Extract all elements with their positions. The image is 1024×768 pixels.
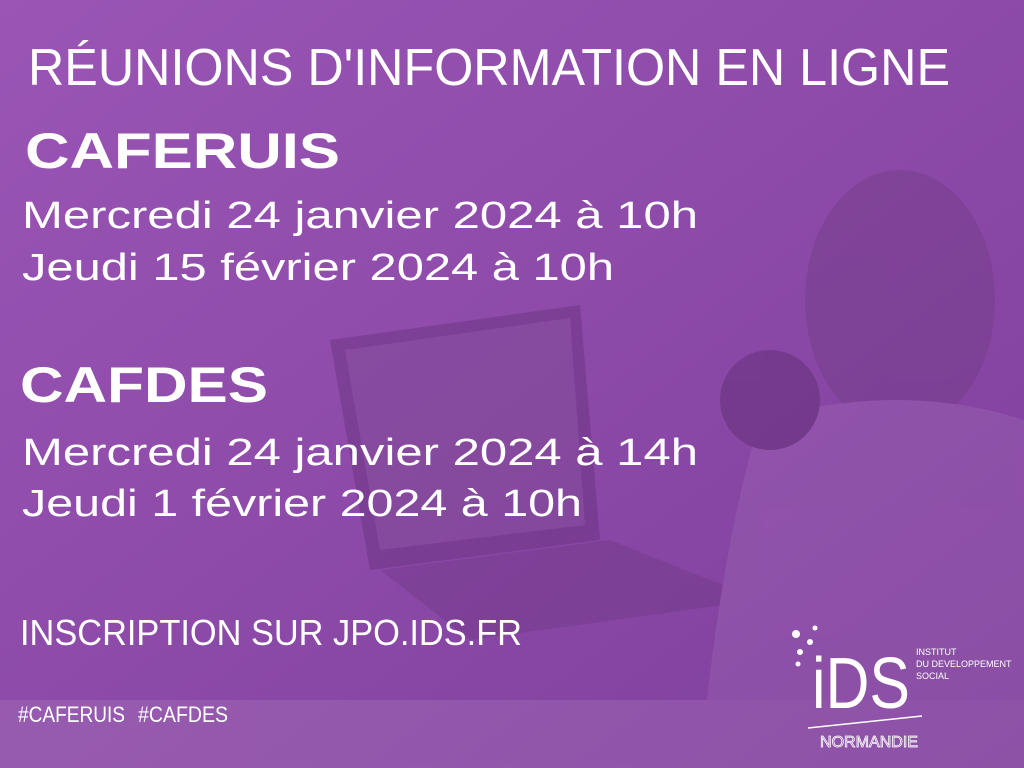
title: RÉUNIONS D'INFORMATION EN LIGNE	[28, 39, 950, 97]
inscription: INSCRIPTION SUR JPO.IDS.FR	[20, 612, 522, 653]
logo-rule	[807, 715, 923, 729]
logo-line: INSTITUT	[916, 647, 957, 657]
session-date: Jeudi 1 février 2024 à 10h	[22, 483, 582, 525]
logo-region: NORMANDIE	[820, 734, 918, 751]
session-date: Jeudi 15 février 2024 à 10h	[22, 247, 614, 289]
section-name: CAFDES	[20, 357, 268, 413]
session-date: Mercredi 24 janvier 2024 à 10h	[22, 195, 698, 237]
logo-dot	[797, 649, 803, 655]
logo-line: DU DEVELOPPEMENT	[916, 659, 1012, 669]
section-name: CAFERUIS	[25, 123, 340, 179]
hashtag: #CAFDES	[138, 702, 228, 727]
session-date: Mercredi 24 janvier 2024 à 14h	[22, 432, 698, 474]
logo: iDS INSTITUT DU DEVELOPPEMENT SOCIAL NOR…	[792, 625, 1012, 751]
background-photo	[0, 170, 1024, 768]
logo-dot	[792, 630, 800, 638]
logo-dot	[812, 625, 818, 631]
logo-dot	[795, 661, 801, 667]
logo-line: SOCIAL	[916, 671, 949, 681]
logo-name: iDS	[812, 644, 910, 724]
logo-dot	[807, 639, 813, 645]
hashtag: #CAFERUIS	[18, 702, 125, 727]
